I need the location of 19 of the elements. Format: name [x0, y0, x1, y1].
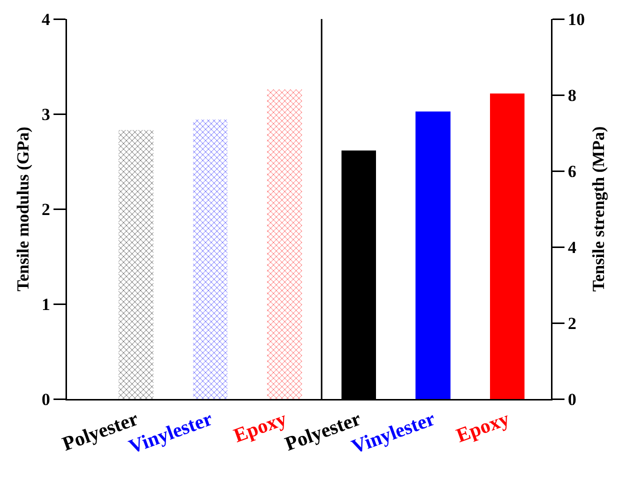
y-tick-label: 0 [42, 390, 50, 409]
y2-tick-label: 6 [568, 162, 576, 181]
y2-tick-label: 2 [568, 314, 576, 333]
bar [192, 120, 228, 399]
x-tick-label: Epoxy [454, 408, 512, 448]
bar [267, 89, 302, 399]
y2-tick-label: 10 [568, 10, 585, 29]
bar [118, 130, 154, 399]
bar [490, 93, 525, 399]
y2-tick-label: 8 [568, 86, 576, 105]
y-tick-label: 1 [42, 294, 50, 314]
y2-tick-label: 4 [568, 238, 577, 257]
y2-axis-title: Tensile strength (MPa) [589, 126, 608, 292]
y-tick-label: 4 [42, 10, 51, 29]
bar [416, 112, 450, 399]
y-axis-title: Tensile modulus (GPa) [13, 126, 32, 292]
y-tick-label: 2 [42, 200, 50, 219]
y-tick-label: 3 [42, 104, 50, 124]
y2-tick-label: 0 [568, 390, 576, 409]
